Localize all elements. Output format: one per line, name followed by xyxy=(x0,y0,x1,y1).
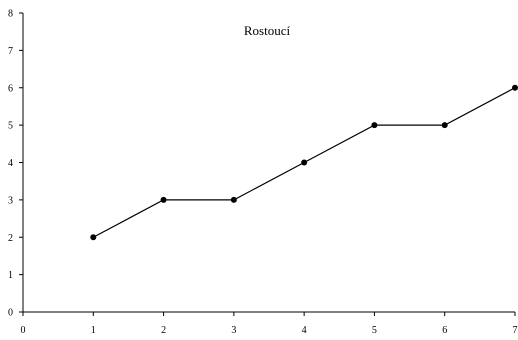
x-tick-label: 1 xyxy=(91,325,96,336)
y-tick-label: 3 xyxy=(8,195,13,206)
x-tick-label: 0 xyxy=(21,325,26,336)
series-group xyxy=(90,84,518,241)
data-point xyxy=(512,84,518,91)
x-tick-label: 5 xyxy=(372,325,377,336)
data-point xyxy=(301,159,308,166)
y-tick-label: 0 xyxy=(8,308,13,319)
y-tick-label: 5 xyxy=(8,121,13,132)
y-tick-label: 4 xyxy=(8,158,13,169)
y-tick-label: 7 xyxy=(8,46,13,57)
x-tick-label: 2 xyxy=(161,325,166,336)
data-point xyxy=(160,196,167,203)
chart-axes xyxy=(22,13,515,313)
y-tick-label: 1 xyxy=(8,270,13,281)
y-tick-label: 6 xyxy=(8,83,13,94)
data-point xyxy=(371,122,378,129)
data-point xyxy=(441,122,448,129)
x-tick-label: 4 xyxy=(302,325,307,336)
y-tick-label: 8 xyxy=(8,9,13,20)
x-axis-ticks: 0 1 2 3 4 5 6 7 xyxy=(21,312,518,336)
x-tick-label: 3 xyxy=(231,325,236,336)
x-tick-label: 7 xyxy=(513,325,518,336)
y-axis-ticks: 0 1 2 3 4 5 6 7 8 xyxy=(8,9,23,319)
data-point xyxy=(230,196,237,203)
chart-title: Rostoucí xyxy=(244,23,291,38)
data-point xyxy=(90,234,97,241)
x-tick-label: 6 xyxy=(442,325,447,336)
y-tick-label: 2 xyxy=(8,233,13,244)
